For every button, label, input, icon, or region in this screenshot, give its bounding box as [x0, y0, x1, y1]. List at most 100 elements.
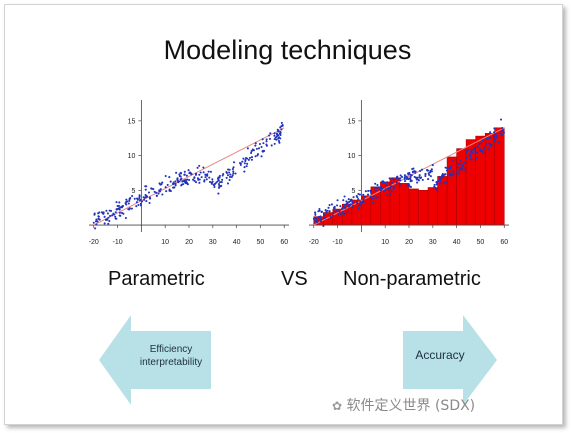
- data-point: [389, 184, 392, 187]
- data-point: [460, 162, 463, 166]
- data-point: [392, 185, 395, 188]
- data-point: [244, 159, 247, 163]
- data-point: [260, 145, 263, 149]
- data-point: [480, 142, 483, 145]
- data-point: [344, 212, 347, 215]
- data-point: [278, 141, 281, 144]
- data-point: [470, 151, 473, 154]
- data-point: [182, 183, 185, 186]
- data-point: [168, 188, 171, 191]
- y-tick-label: 5: [131, 188, 135, 195]
- data-point: [336, 199, 339, 202]
- data-point: [317, 215, 320, 218]
- data-point: [198, 164, 201, 167]
- data-point: [322, 224, 325, 228]
- data-point: [478, 148, 482, 151]
- data-point: [427, 178, 430, 181]
- data-point: [487, 148, 490, 151]
- data-point: [323, 217, 326, 220]
- data-point: [114, 217, 117, 220]
- data-point: [408, 185, 411, 188]
- data-point: [339, 205, 342, 208]
- data-point: [230, 175, 233, 179]
- histogram-bar: [418, 190, 429, 226]
- data-point: [374, 182, 377, 185]
- data-point: [275, 138, 278, 141]
- data-point: [392, 178, 395, 181]
- data-point: [232, 172, 235, 175]
- data-point: [205, 178, 208, 181]
- x-tick-label: 40: [453, 239, 461, 246]
- data-point: [241, 160, 244, 163]
- data-point: [142, 196, 145, 199]
- data-point: [495, 136, 498, 139]
- data-point: [431, 164, 434, 167]
- data-point: [217, 192, 220, 195]
- data-point: [217, 183, 221, 186]
- data-point: [125, 200, 128, 204]
- data-point: [185, 181, 188, 184]
- data-point: [369, 189, 372, 192]
- data-point: [388, 190, 391, 193]
- data-point: [470, 148, 474, 151]
- data-point: [324, 209, 327, 212]
- data-point: [499, 118, 503, 121]
- data-point: [473, 148, 476, 151]
- data-point: [231, 174, 234, 177]
- data-point: [493, 131, 496, 134]
- data-point: [347, 198, 350, 201]
- data-point: [452, 159, 455, 162]
- data-point: [208, 180, 212, 184]
- data-point: [94, 227, 97, 230]
- data-point: [234, 172, 237, 175]
- data-point: [488, 142, 491, 145]
- data-point: [413, 175, 416, 178]
- data-point: [176, 179, 179, 182]
- data-point: [125, 198, 128, 201]
- data-point: [112, 212, 115, 215]
- interpretability-text: interpretability: [139, 357, 203, 368]
- data-point: [364, 190, 367, 193]
- data-point: [379, 186, 382, 189]
- data-point: [351, 201, 354, 204]
- data-point: [435, 181, 438, 184]
- data-point: [238, 162, 242, 165]
- data-point: [500, 133, 504, 137]
- data-point: [362, 193, 365, 196]
- data-point: [358, 203, 361, 206]
- linear-fit-line: [93, 127, 285, 226]
- data-point: [119, 214, 122, 217]
- data-point: [412, 167, 415, 170]
- x-tick-label: 60: [280, 239, 288, 246]
- data-point: [489, 136, 492, 139]
- data-point: [483, 147, 486, 150]
- data-point: [115, 208, 118, 211]
- data-point: [106, 212, 109, 215]
- data-point: [190, 173, 193, 176]
- data-point: [465, 156, 468, 160]
- data-point: [385, 184, 388, 187]
- data-point: [109, 214, 112, 218]
- data-point: [376, 186, 379, 189]
- data-point: [194, 173, 198, 176]
- vs-label: VS: [281, 268, 308, 290]
- data-point: [203, 180, 206, 183]
- data-point: [177, 181, 180, 184]
- data-point: [257, 147, 261, 150]
- data-point: [451, 174, 454, 177]
- data-point: [409, 175, 412, 179]
- x-tick-label: 40: [233, 239, 241, 246]
- data-point: [258, 142, 261, 146]
- data-point: [127, 208, 130, 211]
- data-point: [144, 188, 147, 191]
- data-point: [441, 174, 444, 177]
- data-point: [130, 207, 133, 210]
- data-point: [316, 219, 319, 222]
- histogram-bar: [370, 186, 381, 226]
- data-point: [362, 198, 365, 201]
- x-tick-label: 10: [381, 239, 389, 246]
- data-point: [330, 203, 334, 206]
- data-point: [243, 170, 246, 173]
- y-tick-label: 5: [351, 188, 355, 195]
- data-point: [456, 166, 459, 169]
